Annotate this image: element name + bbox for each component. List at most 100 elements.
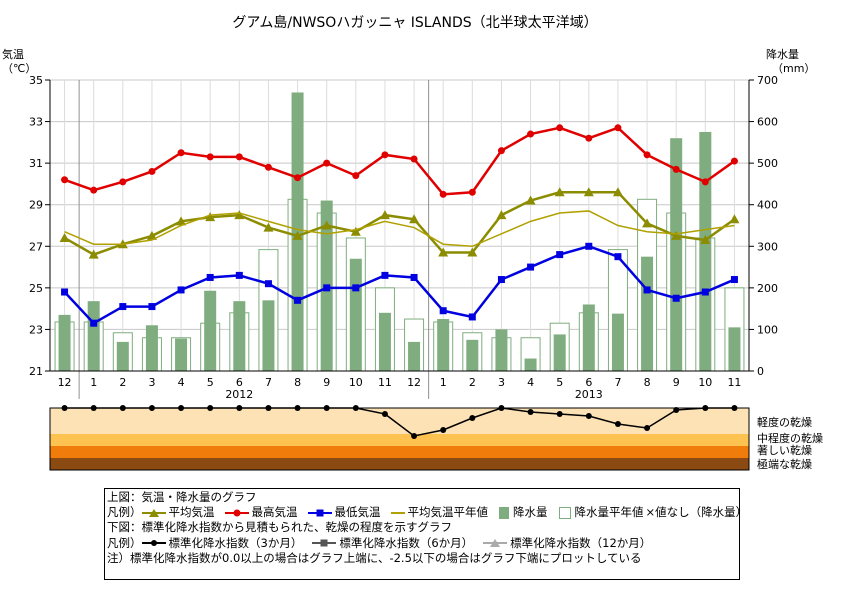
- max-temp-point: [614, 124, 622, 132]
- max-temp-point: [672, 165, 680, 173]
- mean-temp-point: [554, 187, 565, 197]
- spi12-marker-icon: [483, 539, 508, 548]
- mean-temp-point: [467, 247, 478, 257]
- filled-bar-icon: [499, 506, 509, 519]
- precip-bar: [145, 325, 158, 371]
- precip-bar: [524, 358, 537, 371]
- max-temp-point: [235, 153, 243, 161]
- legend-lower-caption: 下図：標準化降水指数から見積もられた、乾燥の程度を示すグラフ: [107, 520, 452, 535]
- mean-temp-point: [59, 232, 70, 242]
- y-left-tick-label: 27: [29, 240, 43, 253]
- min-temp-point: [381, 271, 389, 279]
- y-left-tick-label: 21: [29, 365, 43, 378]
- legend-label-mean-temp: 平均気温: [168, 505, 215, 520]
- y-left-tick-label: 31: [29, 157, 43, 170]
- legend-label-missing: ×値なし（降水量）: [645, 505, 748, 520]
- hollow-bar-icon: [558, 506, 571, 519]
- precip-bar: [233, 301, 246, 371]
- precip-bar: [408, 341, 421, 371]
- precip-bar: [699, 131, 712, 371]
- spi3-point: [411, 433, 418, 439]
- min-temp-point: [119, 303, 127, 311]
- drought-band: [50, 446, 749, 458]
- spi3-point: [236, 405, 243, 411]
- spi3-point: [585, 413, 592, 419]
- x-tick-label: 11: [727, 376, 741, 389]
- precip-bar: [437, 319, 450, 371]
- x-tick-label: 4: [527, 376, 534, 389]
- legend-item-spi12: 標準化降水指数（12か月）: [483, 536, 651, 551]
- series-line: [64, 126, 736, 196]
- line-marker-icon: [390, 511, 405, 514]
- legend-upper-caption-row: 上図：気温・降水量のグラフ: [107, 490, 739, 505]
- mean-temp-point: [205, 212, 216, 222]
- x-tick-label: 2: [119, 376, 126, 389]
- x-tick-label: 7: [265, 376, 272, 389]
- max-temp-point: [119, 178, 127, 186]
- x-tick-label: 1: [90, 376, 97, 389]
- mean-temp-point: [146, 230, 157, 240]
- legend-item-precip-normal: 降水量平年値 ×値なし（降水量）: [558, 505, 748, 520]
- spi3-point: [207, 405, 214, 411]
- spi3-point: [148, 405, 155, 411]
- y-left-tick-label: 29: [29, 199, 43, 212]
- mean-temp-point: [642, 218, 653, 228]
- y-right-tick-label: 600: [757, 116, 778, 129]
- mean-temp-point: [350, 226, 361, 236]
- max-temp-point: [410, 155, 418, 163]
- legend-note: 注）標準化降水指数が0.0以上の場合はグラフ上端に、-2.5以下の場合はグラフ下…: [107, 550, 642, 565]
- precip-bar: [728, 327, 741, 371]
- mean-temp-point: [88, 249, 99, 259]
- chart-title: グアム島/NWSOハガッニャ ISLANDS（北半球太平洋域）: [232, 15, 597, 31]
- legend-label-min-temp: 最低気温: [334, 505, 381, 520]
- y-left-tick-label: 33: [29, 116, 43, 129]
- spi3-point: [119, 405, 126, 411]
- x-tick-label: 4: [178, 376, 185, 389]
- spi3-point: [498, 405, 505, 411]
- spi3-point: [527, 409, 534, 415]
- spi3-point: [323, 405, 330, 411]
- max-temp-point: [206, 153, 214, 161]
- max-temp-point: [585, 134, 593, 142]
- max-temp-point: [264, 163, 272, 171]
- x-tick-label: 5: [556, 376, 563, 389]
- series-line: [63, 190, 736, 256]
- x-tick-label: 9: [323, 376, 330, 389]
- max-temp-point: [323, 159, 331, 167]
- y-left-tick-label: 23: [29, 323, 43, 336]
- circle-marker-icon: [224, 509, 249, 517]
- y-right-tick-label: 500: [757, 157, 778, 170]
- precip-bar: [495, 329, 508, 371]
- min-temp-point: [148, 303, 156, 311]
- precip-bar: [611, 313, 624, 371]
- x-tick-label: 8: [294, 376, 301, 389]
- legend-item-max-temp: 最高気温: [224, 505, 298, 520]
- spi3-point: [731, 405, 738, 411]
- precip-bar: [116, 341, 129, 371]
- mean-temp-point: [234, 210, 245, 220]
- min-temp-point: [439, 307, 447, 315]
- y-right-label-line1: 降水量: [766, 47, 799, 61]
- legend-label-precip: 降水量: [513, 505, 548, 520]
- y-left-label-line1: 気温: [2, 47, 24, 61]
- y-right-tick-label: 200: [757, 282, 778, 295]
- mean-temp-point: [321, 220, 332, 230]
- min-temp-point: [177, 286, 185, 294]
- y-left-tick-label: 35: [29, 74, 43, 87]
- triangle-marker-icon: [141, 508, 166, 517]
- precip-bar: [582, 304, 595, 371]
- x-tick-label: 10: [698, 376, 712, 389]
- legend-item-min-temp: 最低気温: [307, 505, 381, 520]
- spi3-marker-icon: [141, 540, 166, 547]
- max-temp-point: [527, 130, 535, 138]
- legend-note-row: 注）標準化降水指数が0.0以上の場合はグラフ上端に、-2.5以下の場合はグラフ下…: [107, 551, 739, 566]
- x-tick-label: 12: [58, 376, 72, 389]
- precip-bar: [262, 300, 275, 371]
- x-tick-label: 11: [378, 376, 392, 389]
- mean-temp-point: [409, 214, 420, 224]
- y-right-label-line2: （mm）: [772, 62, 815, 75]
- max-temp-point: [381, 151, 389, 159]
- x-tick-label: 8: [644, 376, 651, 389]
- drought-band-label: 著しい乾燥: [757, 443, 812, 457]
